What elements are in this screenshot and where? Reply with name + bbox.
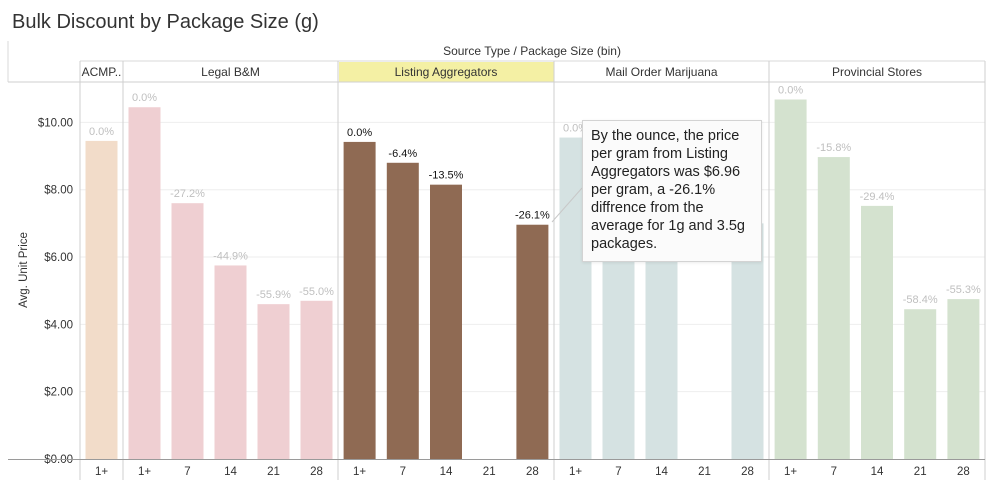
bar	[602, 223, 635, 459]
data-label: -15.8%	[816, 142, 851, 154]
panel-header-label: Listing Aggregators	[395, 65, 498, 79]
x-tick-label: 7	[400, 466, 406, 478]
x-tick-label: 21	[698, 466, 711, 478]
chart-title: Bulk Discount by Package Size (g)	[12, 11, 319, 33]
bar	[731, 223, 764, 459]
x-tick-label: 1+	[138, 466, 151, 478]
bar	[257, 304, 290, 459]
y-tick-label: $2.00	[44, 387, 73, 399]
data-label: 0.0%	[89, 126, 114, 138]
column-header: Source Type / Package Size (bin)	[443, 44, 621, 58]
bar	[85, 140, 118, 459]
x-tick-label: 21	[483, 466, 496, 478]
panel-header-label: ACMP..	[82, 65, 122, 79]
x-tick-label: 28	[310, 466, 323, 478]
bar	[171, 203, 204, 459]
y-tick-label: $10.00	[38, 117, 73, 129]
x-tick-label: 7	[831, 466, 837, 478]
x-tick-label: 14	[871, 466, 884, 478]
panel-header-label: Mail Order Marijuana	[605, 65, 717, 79]
data-label: -58.4%	[903, 294, 938, 306]
bar	[645, 223, 678, 459]
bar	[817, 157, 850, 459]
x-tick-label: 1+	[569, 466, 582, 478]
x-tick-label: 7	[615, 466, 621, 478]
x-tick-label: 7	[184, 466, 190, 478]
bar	[947, 299, 980, 459]
bars	[85, 99, 980, 460]
data-label: -29.4%	[860, 191, 895, 203]
x-tick-label: 1+	[353, 466, 366, 478]
bar	[300, 300, 333, 459]
panel-header-label: Provincial Stores	[832, 65, 922, 79]
panel-header-label: Legal B&M	[201, 65, 260, 79]
data-label: 0.0%	[132, 92, 157, 104]
data-label: -44.9%	[213, 250, 248, 262]
x-tick-label: 14	[655, 466, 668, 478]
y-tick-label: $4.00	[44, 319, 73, 331]
x-tick-label: 21	[914, 466, 927, 478]
x-tick-label: 28	[526, 466, 539, 478]
x-tick-label: 14	[224, 466, 237, 478]
x-tick-label: 21	[267, 466, 280, 478]
bar	[128, 107, 161, 459]
data-label: -55.3%	[946, 284, 981, 296]
data-label: 0.0%	[563, 123, 588, 135]
annotation-connector	[551, 187, 583, 223]
y-axis-label: Avg. Unit Price	[18, 232, 30, 308]
bar	[343, 141, 376, 459]
panel-header-highlight	[339, 62, 554, 82]
y-tick-label: $6.00	[44, 252, 73, 264]
bar	[774, 99, 807, 459]
y-tick-label: $8.00	[44, 185, 73, 197]
data-label: -6.4%	[388, 148, 417, 160]
data-label: -13.5%	[429, 170, 464, 182]
x-tick-label: 1+	[784, 466, 797, 478]
data-labels: 0.0% 0.0% -27.2% -44.9% -55.9% -55.0% 0.0% -6.4…	[89, 85, 981, 307]
bar	[430, 184, 462, 460]
data-label: -27.2%	[170, 188, 205, 200]
bar	[516, 224, 549, 459]
x-tick-label: 1+	[95, 466, 108, 478]
x-tick-label: 28	[957, 466, 970, 478]
bar	[386, 162, 419, 460]
data-label: 0.0%	[778, 85, 803, 97]
data-label: -55.0%	[299, 286, 334, 298]
data-label: -26.1%	[515, 210, 550, 222]
panel-header-row: ACMP.. Legal B&M Listing Aggregators Mail O…	[7, 41, 985, 82]
annotation-tooltip: By the ounce, the price per gram from Li…	[582, 120, 762, 262]
data-label: 0.0%	[347, 127, 372, 139]
x-tick-label: 28	[741, 466, 754, 478]
bar	[904, 309, 937, 459]
bar	[861, 205, 893, 459]
x-tick-label: 14	[440, 466, 453, 478]
bar	[214, 265, 247, 459]
data-label: -55.9%	[256, 289, 291, 301]
axes: $0.00$2.00$4.00$6.00$8.00$10.001+ 1+ 7 14 21…	[8, 61, 986, 480]
